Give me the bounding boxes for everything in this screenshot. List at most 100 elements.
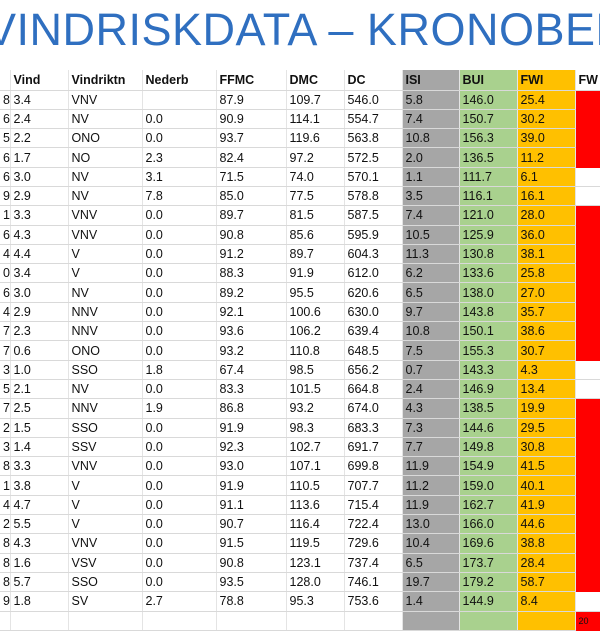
cell-prev: 5 (0, 379, 11, 400)
cell-prev: 6 (0, 167, 11, 187)
table-row: 9 2.9 NV 7.8 85.0 77.5 578.8 3.5 116.1 16.1 (0, 186, 600, 207)
cell-prev: 7 (0, 340, 11, 361)
cell-vind: 3.3 (10, 456, 69, 477)
cell-bui: 144.9 (459, 591, 518, 612)
cell-prev: 6 (0, 282, 11, 303)
cell-ffmc: 93.0 (216, 456, 287, 477)
cell-bui: 149.8 (459, 437, 518, 458)
table-row: 9 1.8 SV 2.7 78.8 95.3 753.6 1.4 144.9 8.4 (0, 591, 600, 612)
cell-dmc: 95.5 (286, 282, 345, 303)
cell-prev: 3 (0, 437, 11, 458)
cell-isi: 2.0 (402, 147, 460, 168)
cell-vind: 2.9 (10, 186, 69, 207)
cell-vindriktn: NV (68, 167, 143, 187)
cell-dmc: 89.7 (286, 244, 345, 265)
cell-bui: 138.5 (459, 398, 518, 419)
cell-fw (575, 128, 600, 149)
cell-isi: 19.7 (402, 572, 460, 593)
cell-vindriktn: SSO (68, 360, 143, 380)
cell-dmc (286, 611, 345, 631)
cell-nederb: 0.0 (142, 514, 217, 535)
cell-fw (575, 321, 600, 342)
cell-dmc: 81.5 (286, 205, 345, 226)
cell-fwi: 41.5 (517, 456, 576, 477)
cell-dc: 554.7 (344, 109, 403, 130)
cell-fwi: 27.0 (517, 282, 576, 303)
cell-ffmc: 67.4 (216, 360, 287, 380)
cell-isi: 7.7 (402, 437, 460, 458)
cell-nederb: 0.0 (142, 495, 217, 516)
cell-fwi: 30.2 (517, 109, 576, 130)
cell-fwi: 30.8 (517, 437, 576, 458)
cell-fw (575, 591, 600, 612)
cell-isi: 10.4 (402, 533, 460, 554)
cell-ffmc: 92.3 (216, 437, 287, 458)
cell-fwi: 40.1 (517, 475, 576, 496)
cell-fw: 20 (575, 611, 600, 631)
cell-dmc: 98.5 (286, 360, 345, 380)
cell-isi: 10.8 (402, 128, 460, 149)
cell-fwi: 25.4 (517, 90, 576, 110)
cell-fwi (517, 611, 576, 631)
table-row: 7 2.5 NNV 1.9 86.8 93.2 674.0 4.3 138.5 19.9 (0, 398, 600, 419)
cell-vindriktn: VNV (68, 205, 143, 226)
cell-prev: 8 (0, 90, 11, 110)
cell-bui: 150.1 (459, 321, 518, 342)
column-header (0, 70, 11, 91)
table-row: 6 1.7 NO 2.3 82.4 97.2 572.5 2.0 136.5 11.2 (0, 147, 600, 168)
cell-vindriktn: VNV (68, 533, 143, 554)
cell-nederb: 2.3 (142, 147, 217, 168)
cell-nederb: 1.9 (142, 398, 217, 419)
cell-vind: 3.0 (10, 282, 69, 303)
cell-isi: 4.3 (402, 398, 460, 419)
cell-vind: 2.1 (10, 379, 69, 400)
cell-ffmc: 88.3 (216, 263, 287, 284)
cell-vindriktn: ONO (68, 128, 143, 149)
cell-dc: 664.8 (344, 379, 403, 400)
cell-vind: 4.3 (10, 533, 69, 554)
column-header-dc: DC (344, 70, 403, 91)
cell-fwi: 28.4 (517, 553, 576, 573)
cell-ffmc: 90.9 (216, 109, 287, 130)
cell-fwi: 35.7 (517, 302, 576, 323)
cell-fw (575, 475, 600, 496)
cell-bui (459, 611, 518, 631)
cell-bui: 146.9 (459, 379, 518, 400)
cell-dmc: 113.6 (286, 495, 345, 516)
cell-dmc: 119.5 (286, 533, 345, 554)
cell-prev: 8 (0, 572, 11, 593)
table-row: 3 1.4 SSV 0.0 92.3 102.7 691.7 7.7 149.8 30.8 (0, 437, 600, 458)
cell-fw (575, 398, 600, 419)
cell-vind: 3.4 (10, 263, 69, 284)
cell-prev: 2 (0, 514, 11, 535)
cell-nederb: 0.0 (142, 225, 217, 245)
cell-dc: 563.8 (344, 128, 403, 149)
cell-dmc: 128.0 (286, 572, 345, 593)
cell-dc: 630.0 (344, 302, 403, 323)
cell-dc: 587.5 (344, 205, 403, 226)
cell-dmc: 114.1 (286, 109, 345, 130)
cell-dc: 715.4 (344, 495, 403, 516)
cell-dc: 656.2 (344, 360, 403, 380)
cell-bui: 166.0 (459, 514, 518, 535)
cell-ffmc: 91.1 (216, 495, 287, 516)
cell-isi: 1.1 (402, 167, 460, 187)
cell-dc (344, 611, 403, 631)
cell-vind: 5.5 (10, 514, 69, 535)
cell-bui: 143.8 (459, 302, 518, 323)
cell-prev: 1 (0, 475, 11, 496)
cell-vindriktn: NV (68, 186, 143, 207)
cell-bui: 179.2 (459, 572, 518, 593)
cell-prev: 1 (0, 205, 11, 226)
cell-fw (575, 109, 600, 130)
cell-vind: 4.4 (10, 244, 69, 265)
cell-nederb: 0.0 (142, 282, 217, 303)
cell-dmc: 91.9 (286, 263, 345, 284)
cell-fw (575, 533, 600, 554)
cell-dc: 691.7 (344, 437, 403, 458)
cell-fwi: 11.2 (517, 147, 576, 168)
cell-nederb: 0.0 (142, 572, 217, 593)
cell-ffmc: 89.2 (216, 282, 287, 303)
cell-dc: 620.6 (344, 282, 403, 303)
cell-fw (575, 572, 600, 593)
